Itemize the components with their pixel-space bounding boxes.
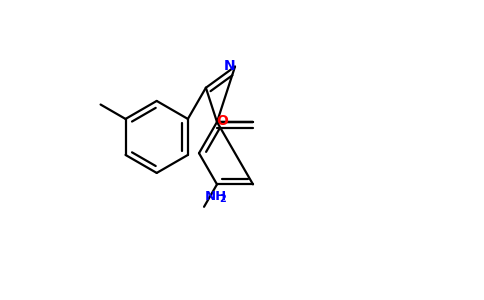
Text: 2: 2: [220, 194, 227, 204]
Text: NH: NH: [205, 190, 227, 203]
Text: O: O: [216, 114, 228, 128]
Text: N: N: [224, 58, 235, 73]
